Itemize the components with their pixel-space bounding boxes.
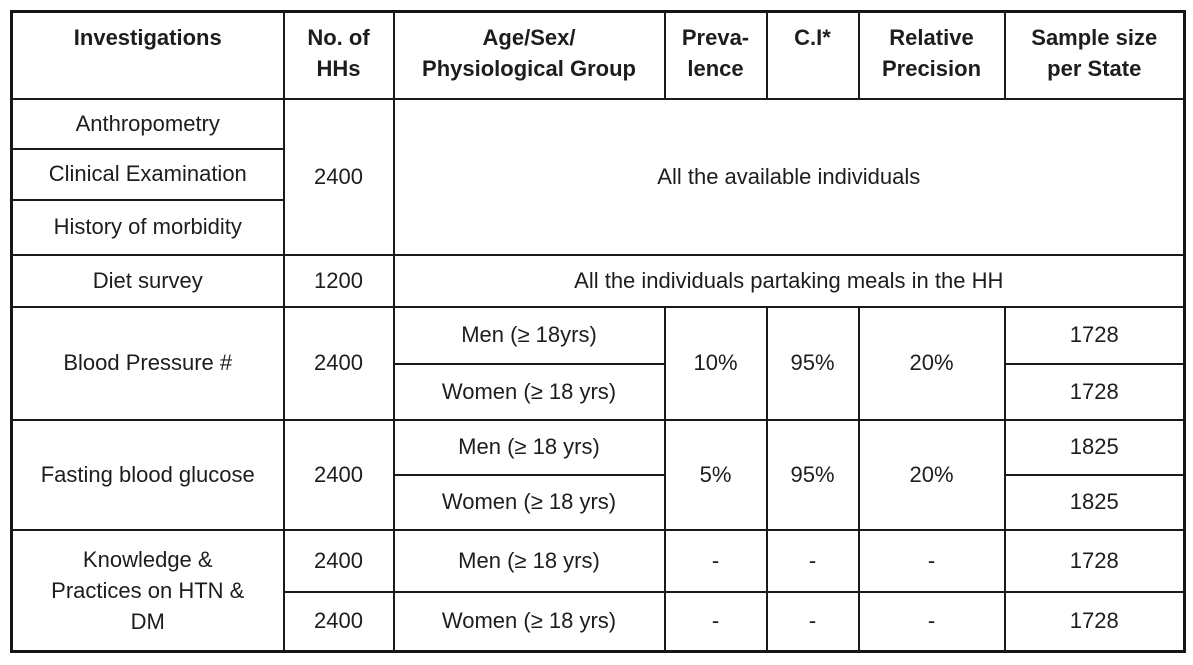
cell-blood-pressure-ci: 95%	[765, 305, 860, 421]
cell-fasting-blood-glucose-relative-precision: 20%	[857, 418, 1006, 531]
cell-knowledge-practices-men-prevalence: -	[663, 528, 768, 593]
cell-fasting-blood-glucose: Fasting blood glucose	[10, 418, 285, 531]
header-investigations: Investigations	[10, 10, 285, 100]
cell-anthro-group-population: All the available individuals	[392, 97, 1186, 256]
cell-blood-pressure-relative-precision: 20%	[857, 305, 1006, 421]
cell-knowledge-practices-men-group: Men (≥ 18 yrs)	[392, 528, 666, 593]
cell-anthro-group-hhs: 2400	[282, 97, 395, 256]
cell-knowledge-practices-women-sample-size: 1728	[1003, 590, 1186, 653]
cell-fasting-blood-glucose-hhs: 2400	[282, 418, 395, 531]
row-fasting-blood-glucose-women: Women (≥ 18 yrs) 1825	[12, 473, 1186, 531]
cell-fasting-blood-glucose-prevalence: 5%	[663, 418, 768, 531]
cell-blood-pressure: Blood Pressure #	[10, 305, 285, 421]
cell-knowledge-practices-women-hhs: 2400	[282, 590, 395, 653]
header-age-sex-group: Age/Sex/ Physiological Group	[392, 10, 666, 100]
cell-knowledge-practices-women-group: Women (≥ 18 yrs)	[392, 590, 666, 653]
cell-blood-pressure-women-group: Women (≥ 18 yrs)	[392, 362, 666, 421]
cell-knowledge-practices-women-relative-precision: -	[857, 590, 1006, 653]
cell-fasting-blood-glucose-women-group: Women (≥ 18 yrs)	[392, 473, 666, 531]
row-blood-pressure-women: Women (≥ 18 yrs) 1728	[12, 362, 1186, 421]
header-prevalence: Preva- lence	[663, 10, 768, 100]
cell-blood-pressure-men-group: Men (≥ 18yrs)	[392, 305, 666, 365]
row-history-of-morbidity: History of morbidity	[10, 198, 1185, 256]
cell-history-of-morbidity: History of morbidity	[10, 198, 285, 256]
cell-knowledge-practices-men-relative-precision: -	[857, 528, 1006, 593]
cell-fasting-blood-glucose-women-sample-size: 1825	[1003, 473, 1186, 531]
cell-blood-pressure-hhs: 2400	[282, 305, 395, 421]
row-diet-survey: Diet survey 1200 All the individuals par…	[10, 253, 1186, 308]
cell-knowledge-practices-men-sample-size: 1728	[1003, 528, 1186, 593]
row-knowledge-practices-men: Knowledge & Practices on HTN & DM 2400 M…	[10, 528, 1186, 653]
cell-fasting-blood-glucose-men-group: Men (≥ 18 yrs)	[392, 418, 666, 476]
cell-knowledge-practices: Knowledge & Practices on HTN & DM	[10, 528, 285, 653]
cell-diet-survey-population: All the individuals partaking meals in t…	[392, 253, 1186, 308]
row-blood-pressure-men: Blood Pressure # 2400 Men (≥ 18yrs) 10% …	[10, 305, 1186, 421]
header-no-of-hhs: No. of HHs	[282, 10, 395, 100]
cell-blood-pressure-women-sample-size: 1728	[1003, 362, 1186, 421]
cell-diet-survey: Diet survey	[10, 253, 285, 308]
cell-knowledge-practices-women-prevalence: -	[663, 590, 768, 653]
cell-blood-pressure-men-sample-size: 1728	[1003, 305, 1186, 365]
cell-anthropometry: Anthropometry	[10, 97, 285, 150]
cell-clinical-examination: Clinical Examination	[10, 147, 285, 201]
cell-diet-survey-hhs: 1200	[282, 253, 395, 308]
cell-fasting-blood-glucose-men-sample-size: 1825	[1003, 418, 1186, 476]
row-anthropometry: Anthropometry 2400 All the available ind…	[10, 97, 1186, 256]
row-clinical-examination: Clinical Examination	[10, 147, 1185, 201]
cell-knowledge-practices-men-ci: -	[765, 528, 860, 593]
header-ci: C.I*	[765, 10, 860, 100]
header-sample-size-per-state: Sample size per State	[1003, 10, 1186, 100]
header-row: Investigations No. of HHs Age/Sex/ Physi…	[10, 10, 1186, 100]
cell-blood-pressure-prevalence: 10%	[663, 305, 768, 421]
cell-knowledge-practices-men-hhs: 2400	[282, 528, 395, 593]
header-relative-precision: Relative Precision	[857, 10, 1006, 100]
sampling-plan-table: Investigations No. of HHs Age/Sex/ Physi…	[10, 10, 1186, 653]
cell-knowledge-practices-women-ci: -	[765, 590, 860, 653]
row-knowledge-practices-women: 2400 Women (≥ 18 yrs) - - - 1728	[12, 590, 1186, 653]
row-fasting-blood-glucose-men: Fasting blood glucose 2400 Men (≥ 18 yrs…	[10, 418, 1186, 531]
cell-fasting-blood-glucose-ci: 95%	[765, 418, 860, 531]
